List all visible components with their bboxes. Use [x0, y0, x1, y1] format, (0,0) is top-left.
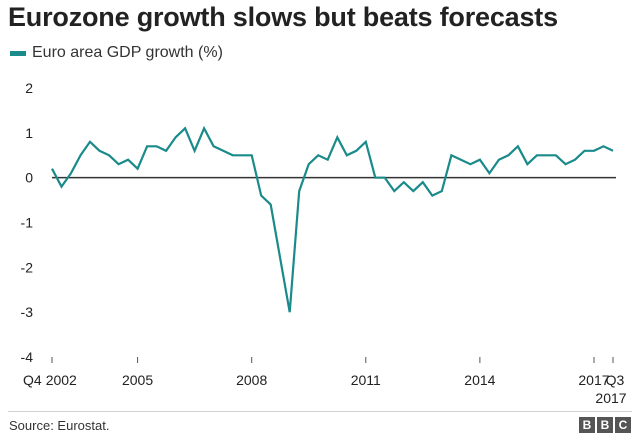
source-note: Source: Eurostat. [9, 418, 110, 433]
x-tick-label: 2014 [464, 372, 495, 388]
y-tick-label: -1 [21, 215, 34, 231]
bbc-logo-letter: B [597, 417, 613, 433]
x-tick-label: Q3 2017 [595, 372, 626, 406]
y-tick-label: -3 [21, 304, 34, 320]
x-tick-label: 2017 [578, 372, 609, 388]
x-tick-label: Q4 2002 [23, 372, 77, 388]
footer-divider [8, 411, 632, 412]
y-tick-label: -2 [21, 259, 34, 275]
chart-title: Eurozone growth slows but beats forecast… [8, 2, 558, 32]
x-tick-label: 2008 [236, 372, 267, 388]
gdp-growth-line [51, 125, 614, 313]
bbc-logo: B B C [579, 417, 631, 433]
bbc-logo-letter: C [615, 417, 631, 433]
y-tick-label: 1 [25, 125, 33, 141]
y-tick-label: -4 [21, 349, 34, 365]
chart-legend: Euro area GDP growth (%) [10, 44, 223, 62]
x-tick-label: 2011 [351, 372, 381, 388]
legend-label: Euro area GDP growth (%) [32, 44, 223, 61]
legend-swatch [10, 50, 26, 56]
bbc-logo-letter: B [579, 417, 595, 433]
y-tick-label: 0 [25, 170, 33, 186]
y-tick-label: 2 [25, 80, 33, 96]
x-tick-label: 2005 [122, 372, 153, 388]
